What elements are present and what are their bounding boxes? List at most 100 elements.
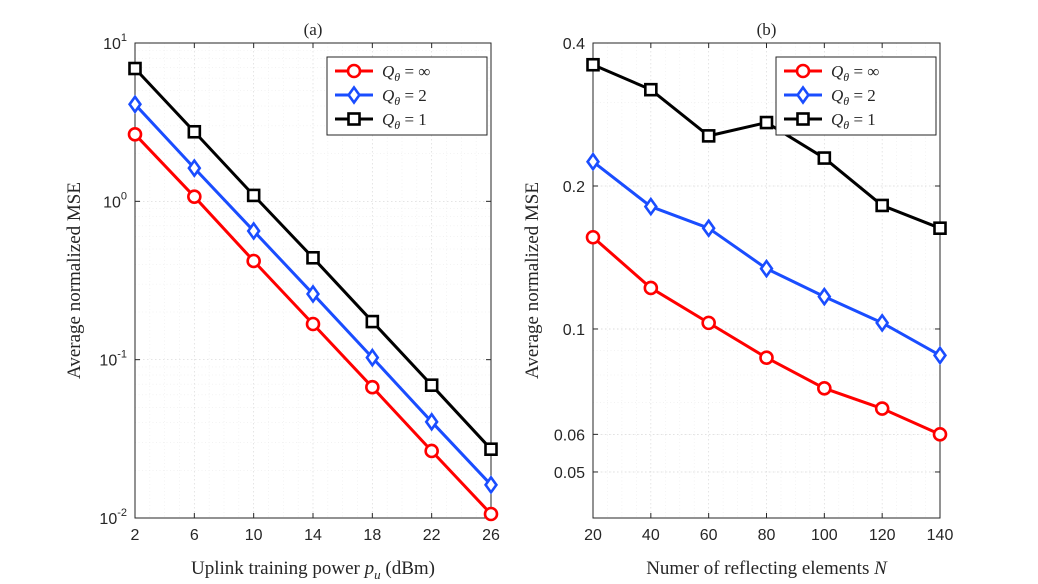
chart-title-b: (b) bbox=[757, 20, 777, 39]
data-point bbox=[305, 316, 321, 332]
x-tick-label: 6 bbox=[190, 527, 199, 544]
data-point bbox=[127, 127, 143, 142]
legend-label: Qθ = ∞ bbox=[382, 62, 430, 84]
data-point bbox=[424, 412, 439, 432]
legend-marker bbox=[795, 63, 811, 79]
data-point bbox=[187, 158, 202, 178]
x-tick-label: 140 bbox=[927, 527, 954, 544]
legend-relation: = 1 bbox=[849, 110, 876, 129]
data-point bbox=[424, 378, 439, 392]
legend-relation: = ∞ bbox=[400, 62, 430, 81]
data-point bbox=[701, 315, 716, 331]
legend-marker bbox=[346, 63, 362, 79]
data-point bbox=[305, 284, 321, 304]
legend-symbol: Q bbox=[382, 62, 394, 81]
legend-symbol: Q bbox=[831, 86, 843, 105]
legend-subscript: θ bbox=[843, 70, 849, 84]
legend-subscript: θ bbox=[394, 70, 400, 84]
legend-b: Qθ = ∞Qθ = 2Qθ = 1 bbox=[775, 56, 937, 136]
series-b-3 bbox=[586, 57, 947, 235]
legend-subscript: θ bbox=[843, 94, 849, 108]
legend-relation: = 1 bbox=[400, 110, 427, 129]
data-point bbox=[585, 229, 601, 245]
data-point bbox=[643, 196, 658, 217]
series-b-2 bbox=[585, 151, 948, 366]
y-tick-label: 10-2 bbox=[99, 507, 127, 528]
series-line bbox=[592, 160, 941, 357]
x-tick-label: 22 bbox=[423, 527, 441, 544]
legend-relation: = ∞ bbox=[849, 62, 879, 81]
panel-b: (b) 20 40 60 80 100 120 140 0.4 0.2 0.1 0.06 0.05 Num… bbox=[522, 20, 953, 579]
x-axis-label-unit: (dBm) bbox=[381, 558, 435, 579]
x-tick-label: 18 bbox=[363, 527, 381, 544]
series-a-3 bbox=[128, 61, 498, 456]
x-tick-label: 100 bbox=[811, 527, 838, 544]
data-point bbox=[875, 198, 889, 213]
legend-symbol: Q bbox=[382, 110, 394, 129]
y-tick-label: 0.2 bbox=[563, 179, 585, 196]
y-tick-label: 0.05 bbox=[554, 465, 585, 482]
chart-title-a: (a) bbox=[304, 20, 323, 39]
legend-relation: = 2 bbox=[400, 86, 427, 105]
y-tick-base: 10 bbox=[99, 353, 117, 370]
legend-marker bbox=[346, 85, 362, 105]
data-point bbox=[759, 115, 774, 130]
x-tick-label: 20 bbox=[584, 527, 602, 544]
data-point bbox=[701, 129, 716, 143]
legend-symbol: Q bbox=[831, 62, 843, 81]
x-tick-label: 2 bbox=[131, 527, 140, 544]
data-point bbox=[817, 381, 832, 396]
data-point bbox=[644, 82, 658, 97]
series-a-1 bbox=[127, 127, 499, 522]
y-tick-label: 101 bbox=[103, 32, 127, 53]
x-tick-label: 14 bbox=[304, 527, 322, 544]
x-axis-label-symbol: N bbox=[873, 558, 888, 579]
y-axis-label-a: Average normalized MSE bbox=[64, 182, 85, 379]
data-point bbox=[483, 506, 499, 522]
legend-marker bbox=[347, 112, 361, 126]
data-point bbox=[586, 57, 600, 72]
data-point bbox=[933, 221, 947, 235]
legend-label: Qθ = ∞ bbox=[831, 62, 879, 84]
data-point bbox=[701, 218, 716, 238]
y-axis-label-b: Average normalized MSE bbox=[522, 182, 543, 379]
y-tick-label: 10-1 bbox=[99, 349, 127, 370]
y-tick-label: 0.4 bbox=[563, 36, 585, 53]
data-point bbox=[246, 253, 261, 269]
y-tick-exponent: -2 bbox=[117, 507, 127, 519]
legend-subscript: θ bbox=[394, 118, 400, 132]
legend-relation: = 2 bbox=[849, 86, 876, 105]
data-point bbox=[187, 189, 202, 204]
legend-subscript: θ bbox=[394, 94, 400, 108]
data-point bbox=[246, 188, 261, 203]
legend-symbol: Q bbox=[831, 110, 843, 129]
legend-subscript: θ bbox=[843, 118, 849, 132]
y-tick-label: 0.06 bbox=[554, 427, 585, 444]
y-tick-base: 10 bbox=[99, 511, 117, 528]
data-point bbox=[127, 94, 143, 115]
data-point bbox=[875, 313, 890, 333]
legend-marker bbox=[796, 112, 810, 126]
data-point bbox=[932, 345, 948, 366]
data-point bbox=[246, 221, 261, 241]
x-axis-label-text: Uplink training power bbox=[191, 558, 365, 579]
data-point bbox=[874, 401, 890, 416]
legend-label: Qθ = 2 bbox=[382, 86, 427, 108]
data-point bbox=[365, 347, 380, 368]
legend-label: Qθ = 2 bbox=[831, 86, 876, 108]
x-tick-label: 120 bbox=[869, 527, 896, 544]
y-tick-base: 10 bbox=[103, 194, 121, 211]
series-a-2 bbox=[127, 94, 499, 495]
x-tick-label: 40 bbox=[642, 527, 660, 544]
data-point bbox=[759, 258, 774, 279]
legend-marker bbox=[795, 85, 811, 105]
data-point bbox=[187, 124, 202, 139]
legend-a: Qθ = ∞Qθ = 2Qθ = 1 bbox=[326, 56, 488, 136]
data-point bbox=[128, 61, 142, 76]
y-tick-label: 100 bbox=[103, 190, 127, 211]
x-tick-label: 10 bbox=[245, 527, 263, 544]
x-axis-label-a: Uplink training power pu (dBm) bbox=[191, 558, 435, 582]
data-point bbox=[365, 379, 380, 395]
data-point bbox=[817, 286, 832, 307]
